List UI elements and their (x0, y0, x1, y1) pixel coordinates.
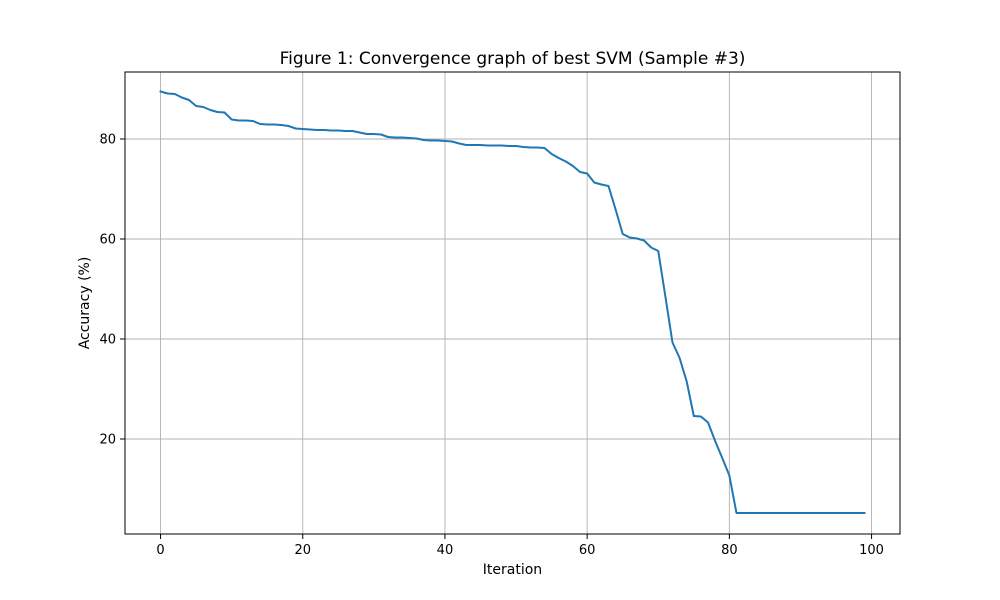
x-tick-label: 100 (859, 543, 884, 558)
x-tick-label: 80 (721, 543, 738, 558)
x-axis-label: Iteration (483, 562, 542, 578)
chart-title: Figure 1: Convergence graph of best SVM … (280, 49, 746, 69)
x-tick-label: 20 (294, 543, 311, 558)
y-tick-label: 60 (99, 233, 116, 248)
grid-lines (125, 72, 900, 534)
y-tick-label: 40 (99, 333, 116, 348)
y-axis-label: Accuracy (%) (77, 257, 93, 350)
axis-ticks: 0 20 40 60 80 100 20 40 60 80 (99, 133, 884, 559)
series-layer (159, 90, 866, 514)
plot-frame (124, 71, 901, 535)
x-tick-label: 40 (437, 543, 454, 558)
y-tick-label: 80 (99, 133, 116, 148)
y-tick-label: 20 (99, 433, 116, 448)
x-tick-label: 0 (156, 543, 164, 558)
x-tick-label: 60 (579, 543, 596, 558)
accuracy-series-line (159, 90, 866, 514)
